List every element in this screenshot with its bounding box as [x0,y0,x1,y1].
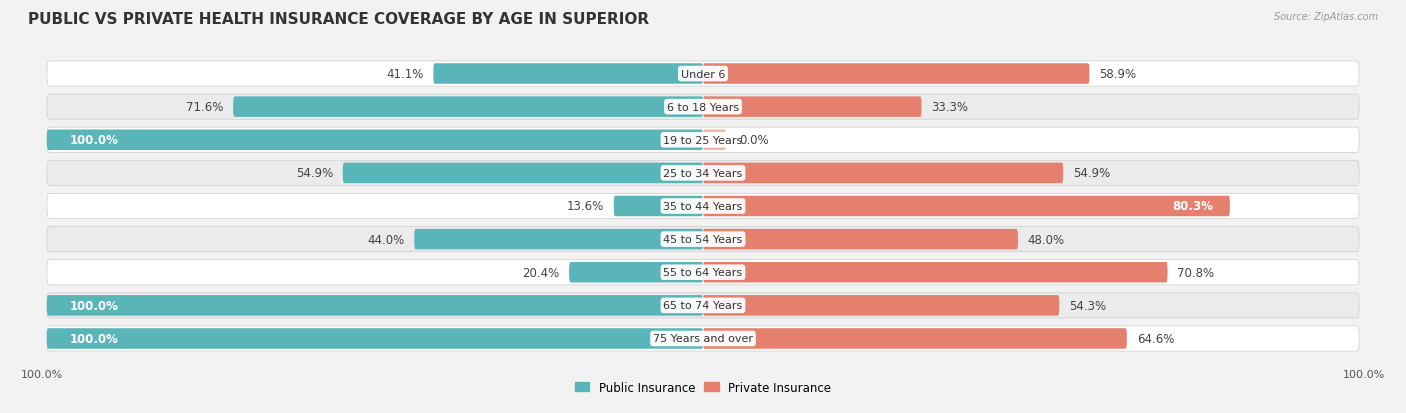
FancyBboxPatch shape [46,293,1360,318]
FancyBboxPatch shape [343,163,703,184]
Text: 54.9%: 54.9% [295,167,333,180]
Text: 19 to 25 Years: 19 to 25 Years [664,135,742,145]
FancyBboxPatch shape [614,196,703,217]
Text: 13.6%: 13.6% [567,200,605,213]
Text: 54.9%: 54.9% [1073,167,1111,180]
Text: 25 to 34 Years: 25 to 34 Years [664,169,742,178]
FancyBboxPatch shape [46,130,703,151]
Text: 100.0%: 100.0% [70,134,118,147]
FancyBboxPatch shape [46,95,1360,120]
Text: 41.1%: 41.1% [387,68,423,81]
Text: 100.0%: 100.0% [21,369,63,379]
Legend: Public Insurance, Private Insurance: Public Insurance, Private Insurance [571,376,835,399]
FancyBboxPatch shape [46,328,703,349]
FancyBboxPatch shape [415,229,703,250]
FancyBboxPatch shape [46,62,1360,87]
FancyBboxPatch shape [46,194,1360,219]
Text: 55 to 64 Years: 55 to 64 Years [664,268,742,278]
FancyBboxPatch shape [233,97,703,118]
Text: 100.0%: 100.0% [70,299,118,312]
Text: 6 to 18 Years: 6 to 18 Years [666,102,740,112]
Text: 70.8%: 70.8% [1177,266,1215,279]
FancyBboxPatch shape [46,326,1360,351]
FancyBboxPatch shape [703,328,1126,349]
FancyBboxPatch shape [46,128,1360,153]
Text: 100.0%: 100.0% [70,332,118,345]
Text: 100.0%: 100.0% [1343,369,1385,379]
FancyBboxPatch shape [703,295,1059,316]
FancyBboxPatch shape [703,196,1230,217]
FancyBboxPatch shape [703,64,1090,85]
Text: Source: ZipAtlas.com: Source: ZipAtlas.com [1274,12,1378,22]
Text: Under 6: Under 6 [681,69,725,79]
Text: 54.3%: 54.3% [1069,299,1107,312]
FancyBboxPatch shape [703,262,1167,283]
Text: 58.9%: 58.9% [1099,68,1136,81]
FancyBboxPatch shape [46,227,1360,252]
FancyBboxPatch shape [46,161,1360,186]
FancyBboxPatch shape [703,229,1018,250]
FancyBboxPatch shape [703,97,921,118]
FancyBboxPatch shape [703,163,1063,184]
Text: 20.4%: 20.4% [522,266,560,279]
Text: PUBLIC VS PRIVATE HEALTH INSURANCE COVERAGE BY AGE IN SUPERIOR: PUBLIC VS PRIVATE HEALTH INSURANCE COVER… [28,12,650,27]
FancyBboxPatch shape [703,130,725,151]
FancyBboxPatch shape [433,64,703,85]
Text: 75 Years and over: 75 Years and over [652,334,754,344]
Text: 33.3%: 33.3% [931,101,969,114]
Text: 65 to 74 Years: 65 to 74 Years [664,301,742,311]
FancyBboxPatch shape [46,260,1360,285]
Text: 80.3%: 80.3% [1173,200,1213,213]
Text: 44.0%: 44.0% [367,233,405,246]
FancyBboxPatch shape [46,295,703,316]
FancyBboxPatch shape [569,262,703,283]
Text: 35 to 44 Years: 35 to 44 Years [664,202,742,211]
Text: 0.0%: 0.0% [740,134,769,147]
Text: 45 to 54 Years: 45 to 54 Years [664,235,742,244]
Text: 64.6%: 64.6% [1136,332,1174,345]
Text: 71.6%: 71.6% [186,101,224,114]
Text: 48.0%: 48.0% [1028,233,1064,246]
